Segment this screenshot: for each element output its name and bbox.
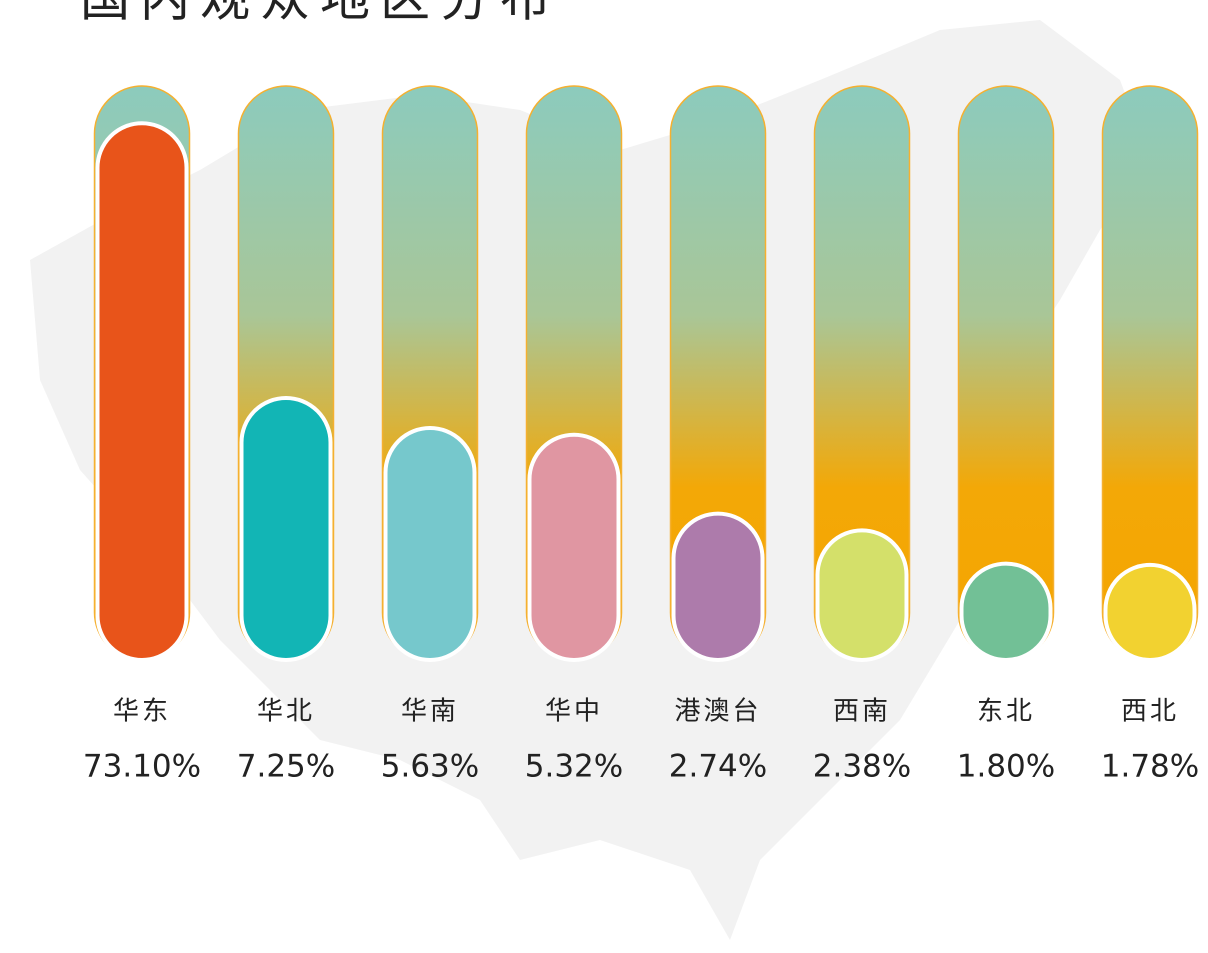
category-label: 西北: [1121, 697, 1179, 727]
category-label: 华东: [113, 697, 171, 727]
bar: [383, 426, 477, 662]
category-label: 港澳台: [674, 697, 761, 727]
value-label: 1.78%: [1101, 749, 1199, 785]
category-label: 东北: [977, 697, 1035, 727]
category-label: 华北: [257, 697, 315, 727]
bar: [815, 528, 909, 663]
value-label: 5.32%: [525, 749, 623, 785]
category-label: 华南: [401, 697, 459, 727]
category-label: 华中: [545, 697, 603, 727]
bar: [671, 511, 765, 663]
bar: [239, 395, 333, 662]
bar: [1103, 562, 1197, 662]
bar: [527, 432, 621, 663]
bar: [959, 561, 1053, 662]
bar: [95, 121, 189, 662]
value-label: 5.63%: [381, 749, 479, 785]
value-label: 2.74%: [669, 749, 767, 785]
value-label: 1.80%: [957, 749, 1055, 785]
chart-title: 国内观众地区分布: [80, 0, 560, 28]
value-label: 2.38%: [813, 749, 911, 785]
value-label: 7.25%: [237, 749, 335, 785]
value-label: 73.10%: [83, 749, 201, 785]
category-label: 西南: [833, 697, 891, 727]
